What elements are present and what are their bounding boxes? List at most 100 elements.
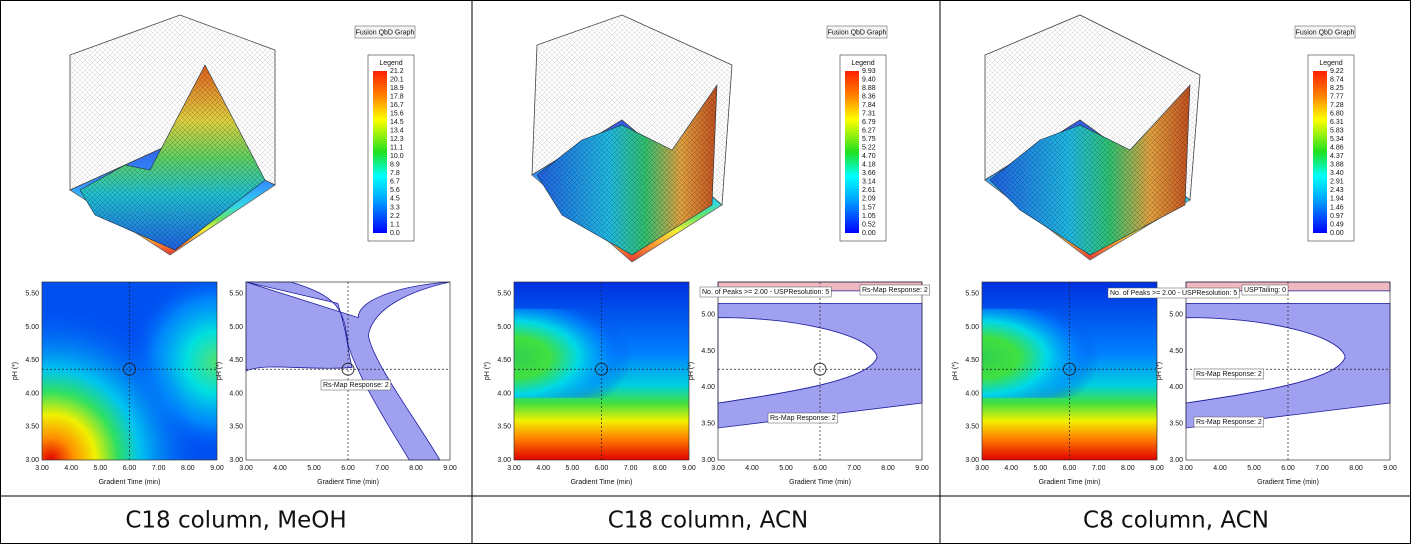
graph-label: Fusion QbD Graph <box>354 25 416 39</box>
x-tick-label: 9.00 <box>210 465 224 472</box>
annotation: No. of Peaks >= 2.00 - USPResolution: 5 <box>1107 287 1240 299</box>
y-tick-label: 5.50 <box>25 290 39 297</box>
design-space-plot: 3.00 4.00 5.00 6.00 7.00 8.00 9.00 3.00 3.50 4.00… <box>216 281 457 486</box>
legend-value: 7.77 <box>1330 93 1344 100</box>
annotation-box <box>1107 287 1240 299</box>
set-point <box>123 362 136 376</box>
annotation: Rs-Map Response: 2 <box>1193 368 1265 380</box>
x-tick-label: 4.00 <box>1004 465 1018 472</box>
x-axis-label: Gradient Time (min) <box>99 479 161 486</box>
legend-color-bar <box>373 71 387 233</box>
legend-value: 0.0 <box>390 230 400 237</box>
annotation: Rs-Map Response: 2 <box>1193 416 1265 428</box>
y-tick-label: 3.50 <box>229 424 243 431</box>
y-tick-label: 3.50 <box>965 424 979 431</box>
x-tick-label: 6.00 <box>813 465 827 472</box>
legend-value: 2.09 <box>862 196 876 203</box>
x-tick-label: 5.00 <box>1034 465 1048 472</box>
legend-value: 14.5 <box>390 119 404 126</box>
contour-plot: 3.00 4.00 5.00 6.00 7.00 8.00 9.00 3.00 3.50 4.00… <box>952 281 1164 486</box>
annotation-text: Rs-Map Response: 2 <box>862 287 928 294</box>
graph-label: Fusion QbD Graph <box>1294 25 1356 39</box>
x-tick-label: 6.00 <box>1063 465 1077 472</box>
x-tick-label: 9.00 <box>915 465 929 472</box>
y-tick-label: 3.00 <box>965 457 979 464</box>
contour-region <box>514 308 672 398</box>
legend-value: 6.7 <box>390 179 400 186</box>
legend-value: 2.43 <box>1330 187 1344 194</box>
legend-value: 0.00 <box>1330 230 1344 237</box>
y-tick-label: 4.50 <box>965 357 979 364</box>
legend-value: 1.46 <box>1330 204 1344 211</box>
legend-title: Legend <box>379 60 402 67</box>
x-axis-label: Gradient Time (min) <box>1039 479 1101 486</box>
x-tick-label: 3.00 <box>239 465 253 472</box>
y-tick-label: 5.50 <box>965 290 979 297</box>
annotation-box <box>1193 416 1265 428</box>
annotation-text: Rs-Map Response: 2 <box>323 382 389 389</box>
legend-value: 2.61 <box>862 187 876 194</box>
legend-value: 15.6 <box>390 110 404 117</box>
x-tick-label: 5.00 <box>566 465 580 472</box>
annotation-box <box>320 379 392 391</box>
graph-label-text: Fusion QbD Graph <box>1296 29 1355 36</box>
x-tick-label: 5.00 <box>1247 465 1261 472</box>
annotation-box <box>767 412 839 424</box>
y-axis-label: pH (*) <box>216 362 223 380</box>
graph-label-box <box>1294 25 1356 39</box>
design-space-plot: 3.00 4.00 5.00 6.00 7.00 8.00 9.00 3.00 3.50 4.00… <box>688 281 931 486</box>
surface-mesh <box>80 65 265 250</box>
legend-value: 3.14 <box>862 179 876 186</box>
y-tick-label: 3.50 <box>1169 421 1183 428</box>
contour-plot: 3.00 4.00 5.00 6.00 7.00 8.00 9.00 3.00 3.50 4.00… <box>484 281 696 486</box>
x-tick-label: 8.00 <box>1349 465 1363 472</box>
x-axis-label: Gradient Time (min) <box>1257 479 1319 486</box>
y-tick-label: 4.00 <box>1169 384 1183 391</box>
y-tick-label: 5.00 <box>497 324 511 331</box>
y-tick-label: 4.50 <box>1169 348 1183 355</box>
x-axis-label: Gradient Time (min) <box>317 479 379 486</box>
x-tick-label: 3.00 <box>711 465 725 472</box>
legend-value: 7.31 <box>862 110 876 117</box>
set-point <box>1063 362 1076 376</box>
x-tick-label: 7.00 <box>1092 465 1106 472</box>
legend-value: 21.2 <box>390 68 404 75</box>
x-tick-label: 5.00 <box>94 465 108 472</box>
surface-mesh <box>990 85 1190 255</box>
y-tick-label: 4.00 <box>25 390 39 397</box>
legend-value: 12.3 <box>390 136 404 143</box>
annotation-text: Rs-Map Response: 2 <box>770 415 836 422</box>
contour-plot: 3.00 4.00 5.00 6.00 7.00 8.00 9.00 3.00 3.50 4.00… <box>12 281 224 486</box>
y-tick-label: 3.00 <box>229 457 243 464</box>
x-tick-label: 3.00 <box>975 465 989 472</box>
x-tick-label: 3.00 <box>35 465 49 472</box>
x-tick-label: 8.00 <box>881 465 895 472</box>
annotation-text: No. of Peaks >= 2.00 - USPResolution: 5 <box>702 289 829 296</box>
legend-value: 5.83 <box>1330 128 1344 135</box>
x-tick-label: 8.00 <box>409 465 423 472</box>
legend-value: 2.91 <box>1330 179 1344 186</box>
legend-value: 18.9 <box>390 85 404 92</box>
x-tick-label: 9.00 <box>682 465 696 472</box>
legend-value: 8.36 <box>862 93 876 100</box>
x-tick-label: 4.00 <box>64 465 78 472</box>
annotation-text: Rs-Map Response: 2 <box>1196 371 1262 378</box>
legend-value: 1.94 <box>1330 196 1344 203</box>
legend-value: 1.1 <box>390 221 400 228</box>
legend-value: 5.6 <box>390 187 400 194</box>
x-tick-label: 5.00 <box>779 465 793 472</box>
y-tick-label: 3.00 <box>497 457 511 464</box>
y-axis-label: pH (*) <box>952 362 959 380</box>
legend-color-bar <box>845 71 859 233</box>
y-tick-label: 4.50 <box>497 357 511 364</box>
annotation: Rs-Map Response: 2 <box>767 412 839 424</box>
y-axis-label: pH (*) <box>688 362 695 380</box>
x-tick-label: 4.00 <box>273 465 287 472</box>
caption: C18 column, ACN <box>608 508 809 534</box>
y-tick-label: 5.00 <box>1169 312 1183 319</box>
x-tick-label: 5.00 <box>307 465 321 472</box>
legend-value: 0.49 <box>1330 221 1344 228</box>
y-tick-label: 4.50 <box>701 348 715 355</box>
